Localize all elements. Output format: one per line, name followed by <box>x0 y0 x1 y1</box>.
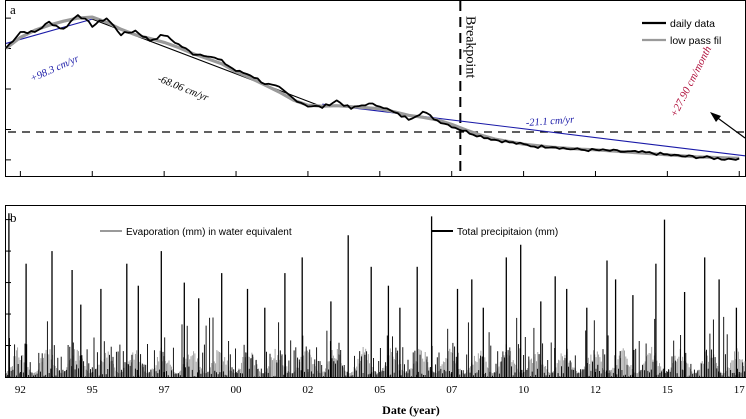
trend-labels: +98.3 cm/yr -68.06 cm/yr -21.1 cm/yr +27.90… <box>29 44 715 129</box>
x-tick-label: 17 <box>734 384 746 396</box>
low-pass-line <box>5 15 740 160</box>
x-tick-label: 15 <box>662 384 674 396</box>
panel-b: b Evaporation (mm) in water equivalent T… <box>5 171 746 417</box>
legend-lowpass-label: low pass fil <box>670 35 721 47</box>
annotation-arrow <box>714 115 746 139</box>
trend-label-1: -68.06 cm/yr <box>156 74 211 105</box>
panel-a: a Breakpoint +98.3 cm/yr -68.06 cm/yr -21.… <box>5 0 746 177</box>
x-tick-label: 10 <box>518 384 530 396</box>
trend-lines <box>5 18 746 157</box>
breakpoint-label: Breakpoint <box>462 16 477 78</box>
trend-label-0: +98.3 cm/yr <box>29 53 82 85</box>
legend-daily-label: daily data <box>670 18 715 30</box>
x-tick-label: 95 <box>87 384 99 396</box>
daily-data-line <box>5 14 740 161</box>
panel-a-label: a <box>10 2 16 17</box>
precipitation-series <box>5 213 745 377</box>
panel-a-legend: daily data low pass fil <box>642 18 721 47</box>
x-tick-label: 02 <box>302 384 313 396</box>
x-axis-ticks: 92 95 97 00 02 05 07 10 12 15 17 <box>15 171 745 396</box>
legend-precip-label: Total precipitaion (mm) <box>457 227 558 238</box>
annotation-arrowhead <box>710 112 721 122</box>
legend-evap-label: Evaporation (mm) in water equivalent <box>126 227 292 238</box>
x-tick-label: 12 <box>590 384 601 396</box>
x-tick-label: 97 <box>159 384 171 396</box>
trend-label-3: +27.90 cm/month <box>668 44 714 120</box>
panel-a-y-ticks <box>6 17 11 161</box>
trend-label-2: -21.1 cm/yr <box>525 115 575 129</box>
x-tick-label: 07 <box>446 384 458 396</box>
panel-b-label: b <box>10 210 17 225</box>
x-tick-label: 00 <box>231 384 243 396</box>
panel-a-series <box>5 14 740 161</box>
panel-b-legend: Evaporation (mm) in water equivalent Tot… <box>100 227 558 238</box>
x-axis-label: Date (year) <box>382 403 440 417</box>
x-tick-label: 92 <box>15 384 26 396</box>
x-tick-label: 05 <box>374 384 386 396</box>
